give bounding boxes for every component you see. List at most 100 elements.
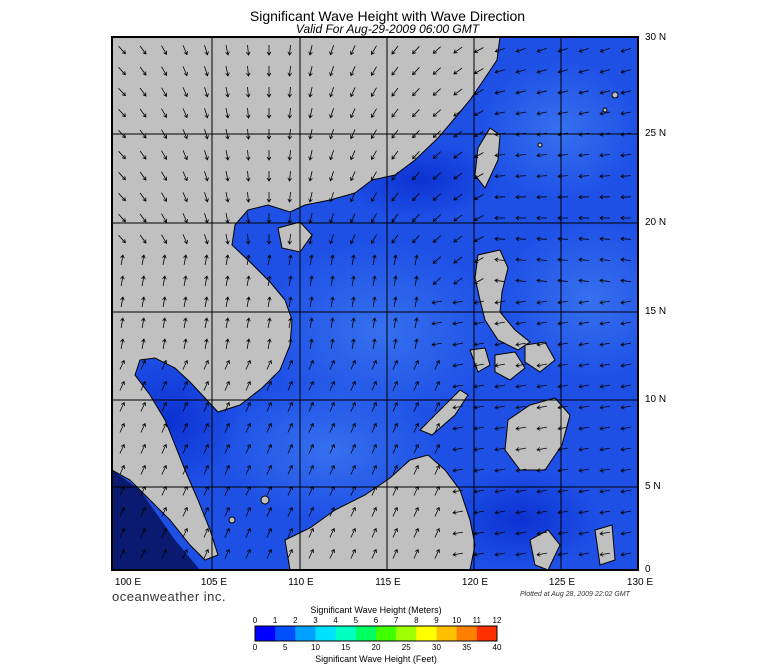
wave-arrow xyxy=(599,321,610,326)
wave-arrow xyxy=(350,234,356,245)
wave-arrow xyxy=(182,150,188,161)
wave-arrow xyxy=(413,443,419,454)
wave-arrow xyxy=(246,317,251,328)
wave-arrow xyxy=(620,173,632,179)
wave-arrow xyxy=(536,447,547,452)
wave-arrow xyxy=(578,531,589,536)
wave-arrow xyxy=(515,447,526,452)
wave-arrow xyxy=(287,506,293,517)
wave-arrow xyxy=(371,548,377,559)
wave-arrow xyxy=(392,380,398,391)
wave-arrow xyxy=(371,359,377,370)
wave-arrow xyxy=(620,132,631,137)
colorbar-tick-feet: 30 xyxy=(432,643,441,652)
wave-arrow xyxy=(224,401,230,412)
wave-arrow xyxy=(414,254,419,265)
wave-arrow xyxy=(266,45,272,56)
wave-arrow xyxy=(599,153,611,158)
wave-arrow xyxy=(140,506,146,517)
wave-arrow xyxy=(432,130,441,138)
wave-arrow xyxy=(203,548,209,559)
wave-arrow xyxy=(372,275,377,286)
wave-arrow xyxy=(225,192,230,203)
wave-arrow xyxy=(494,48,505,53)
wave-arrow xyxy=(557,194,569,200)
wave-arrow xyxy=(620,405,631,410)
wave-arrow xyxy=(245,380,251,391)
wave-arrow xyxy=(392,506,398,517)
wave-arrow xyxy=(119,527,125,538)
wave-arrow xyxy=(245,443,251,454)
wave-arrow xyxy=(203,485,209,496)
wave-arrow xyxy=(473,152,484,158)
colorbar-tick-meters: 11 xyxy=(472,616,481,625)
wave-arrow xyxy=(119,506,125,517)
wave-arrow xyxy=(266,213,272,224)
wave-arrow xyxy=(515,321,526,326)
wave-arrow xyxy=(453,88,463,96)
wave-arrow xyxy=(182,464,188,475)
wave-arrow xyxy=(494,447,505,452)
colorbar-tick-feet: 20 xyxy=(371,643,381,652)
wave-arrow xyxy=(308,548,314,559)
wave-arrow xyxy=(118,130,126,139)
wave-arrow xyxy=(350,443,356,454)
wave-arrow xyxy=(434,422,440,433)
wave-arrow xyxy=(413,548,419,559)
wave-arrow xyxy=(350,527,356,538)
wave-arrow xyxy=(557,447,568,452)
wave-arrow xyxy=(413,527,419,538)
wave-arrow xyxy=(139,108,147,118)
wave-arrow xyxy=(434,485,440,496)
wave-arrow xyxy=(371,422,377,433)
land xyxy=(112,37,619,570)
wave-arrow xyxy=(494,489,505,494)
wave-arrow xyxy=(536,321,547,326)
wave-arrow xyxy=(329,87,334,98)
wave-arrow xyxy=(515,510,526,515)
wave-arrow xyxy=(350,45,356,56)
wave-arrow xyxy=(557,510,568,515)
wave-arrow xyxy=(330,338,335,349)
wave-arrow xyxy=(434,359,440,370)
wave-arrow xyxy=(329,234,334,245)
wave-arrow xyxy=(434,548,440,559)
wave-arrow xyxy=(308,464,314,475)
wave-arrow xyxy=(414,338,419,349)
wave-arrow xyxy=(161,527,167,538)
wave-arrow xyxy=(494,468,505,473)
wave-arrow xyxy=(599,173,611,179)
colorbar-segment xyxy=(476,626,498,641)
wave-arrow xyxy=(309,275,314,286)
wave-arrow xyxy=(578,342,589,347)
wave-arrow xyxy=(473,173,484,179)
wave-arrow xyxy=(392,548,398,559)
wave-arrow xyxy=(246,338,251,349)
wave-arrow xyxy=(203,422,209,433)
wave-arrow xyxy=(225,150,230,161)
wave-arrow xyxy=(413,485,419,496)
wave-arrow xyxy=(414,317,419,328)
wave-arrow xyxy=(308,485,314,496)
wave-arrow xyxy=(494,153,506,158)
wave-arrow xyxy=(453,193,463,201)
wave-arrow xyxy=(308,422,314,433)
colorbar-tick-meters: 5 xyxy=(353,616,359,625)
wave-arrow xyxy=(350,506,356,517)
wave-arrow xyxy=(557,384,568,389)
wave-arrow xyxy=(203,380,209,391)
map-frame xyxy=(111,36,639,571)
wave-arrow xyxy=(118,88,126,97)
wave-arrow xyxy=(414,275,419,286)
wave-arrow xyxy=(266,66,272,77)
wave-arrow xyxy=(183,338,188,349)
wave-arrow xyxy=(351,254,356,265)
wave-arrow xyxy=(308,234,313,245)
wave-arrow xyxy=(391,87,399,97)
wave-arrow xyxy=(391,213,399,223)
wave-arrow xyxy=(434,401,440,412)
wave-arrow xyxy=(536,48,547,53)
wave-arrow xyxy=(309,254,314,265)
wave-arrow xyxy=(494,300,505,305)
wave-arrow xyxy=(266,401,272,412)
